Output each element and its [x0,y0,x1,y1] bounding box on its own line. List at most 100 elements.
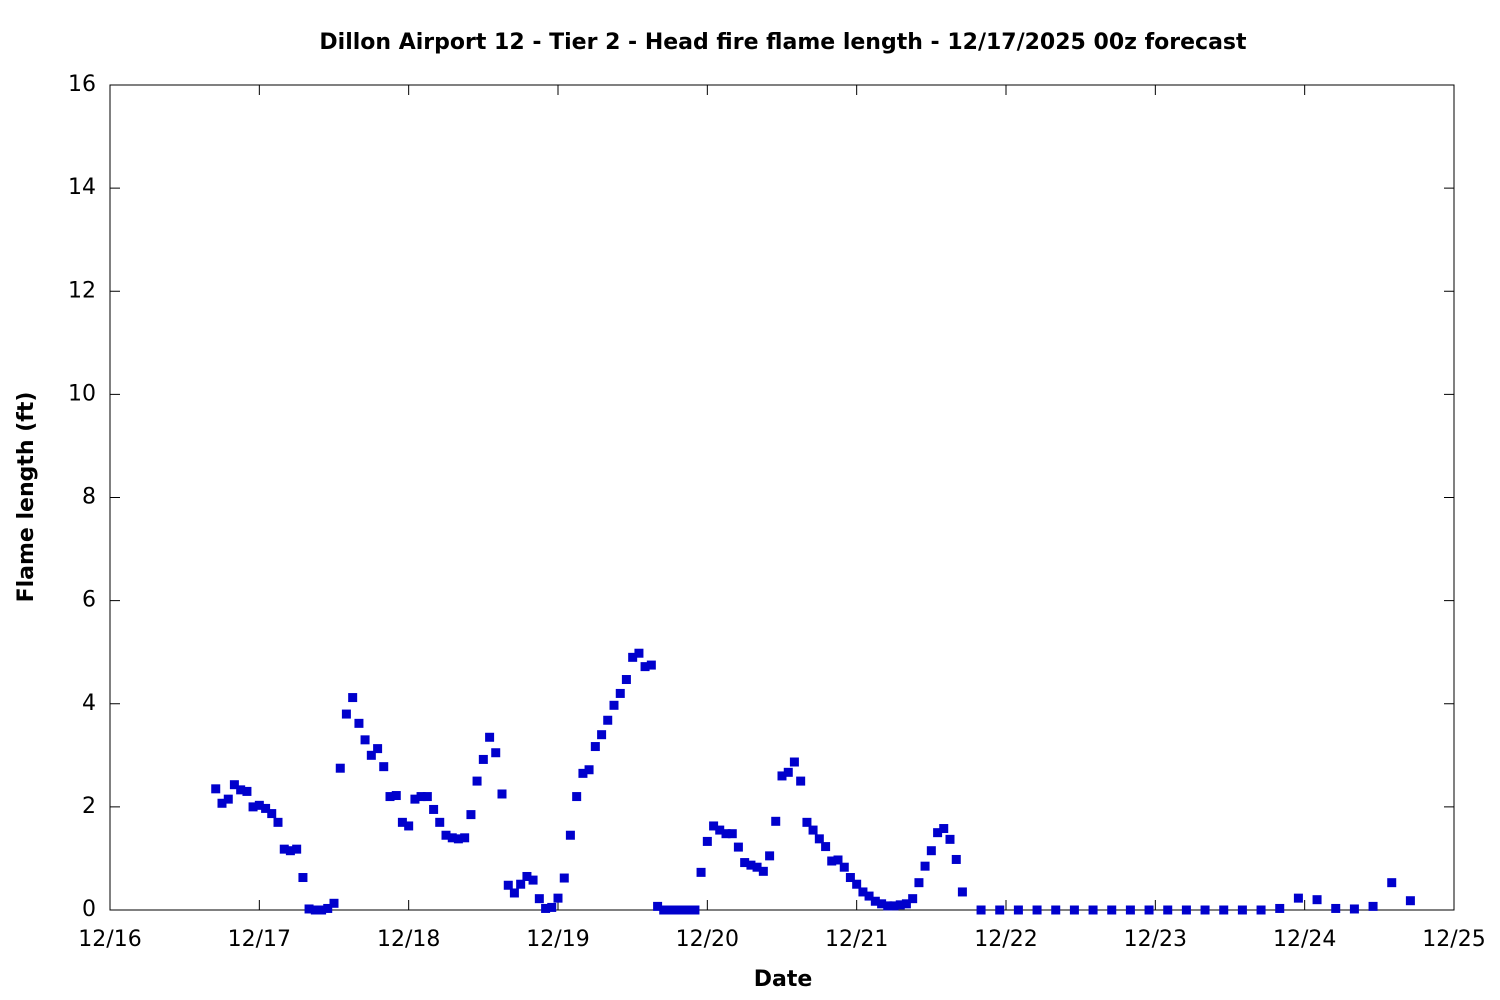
point [721,829,731,839]
point [354,718,364,728]
point [335,763,345,773]
point [279,844,289,854]
point [640,662,650,672]
y-tick-label: 12 [68,278,96,303]
point [945,834,955,844]
point [491,748,501,758]
point [957,887,967,897]
point [435,817,445,827]
point [677,905,687,915]
point [416,792,426,802]
point [789,757,799,767]
point [939,824,949,834]
y-tick-label: 8 [82,485,96,510]
point [217,798,227,808]
point [821,842,831,852]
point [696,867,706,877]
point [870,896,880,906]
point [895,900,905,910]
y-tick-label: 14 [68,175,96,200]
point [348,693,358,703]
point [373,744,383,754]
point [746,860,756,870]
point [547,902,557,912]
point [273,817,283,827]
point [317,905,327,915]
point [671,905,681,915]
point [553,893,563,903]
point [1107,905,1117,915]
point [1368,901,1378,911]
y-tick-label: 10 [68,381,96,406]
point [901,899,911,909]
point [628,652,638,662]
point [615,688,625,698]
point [285,846,295,856]
point [453,834,463,844]
point [796,776,806,786]
chart-title: Dillon Airport 12 - Tier 2 - Head fire f… [319,30,1247,55]
point [1312,895,1322,905]
point [1163,905,1173,915]
point [248,802,258,812]
point [366,750,376,760]
x-tick-label: 12/23 [1124,927,1187,952]
point [690,905,700,915]
point [1013,905,1023,915]
point [323,903,333,913]
x-tick-label: 12/16 [78,927,141,952]
point [522,871,532,881]
point [590,742,600,752]
point [1387,878,1397,888]
point [1256,905,1266,915]
point [783,767,793,777]
x-axis-label: Date [754,967,813,992]
point [877,899,887,909]
point [441,830,451,840]
point [503,880,513,890]
point [1069,905,1079,915]
point [802,817,812,827]
point [1237,905,1247,915]
point [758,866,768,876]
x-tick-label: 12/20 [676,927,739,952]
point [292,844,302,854]
point [777,771,787,781]
point [926,846,936,856]
point [584,765,594,775]
point [578,768,588,778]
point [740,858,750,868]
point [634,648,644,658]
point [211,784,221,794]
point [236,785,246,795]
point [808,825,818,835]
point [858,887,868,897]
point [995,905,1005,915]
point [229,780,239,790]
point [976,905,986,915]
point [541,903,551,913]
x-tick-label: 12/22 [974,927,1037,952]
point [422,792,432,802]
point [1181,905,1191,915]
point [397,817,407,827]
point [559,873,569,883]
point [1088,905,1098,915]
point [920,861,930,871]
point [304,904,314,914]
point [329,898,339,908]
point [223,794,233,804]
point [310,905,320,915]
point [883,901,893,911]
point [621,675,631,685]
point [341,709,351,719]
point [404,821,414,831]
point [254,800,264,810]
point [385,792,395,802]
point [1051,905,1061,915]
point [665,905,675,915]
point [659,905,669,915]
point [410,794,420,804]
point [833,855,843,865]
x-tick-label: 12/25 [1422,927,1485,952]
